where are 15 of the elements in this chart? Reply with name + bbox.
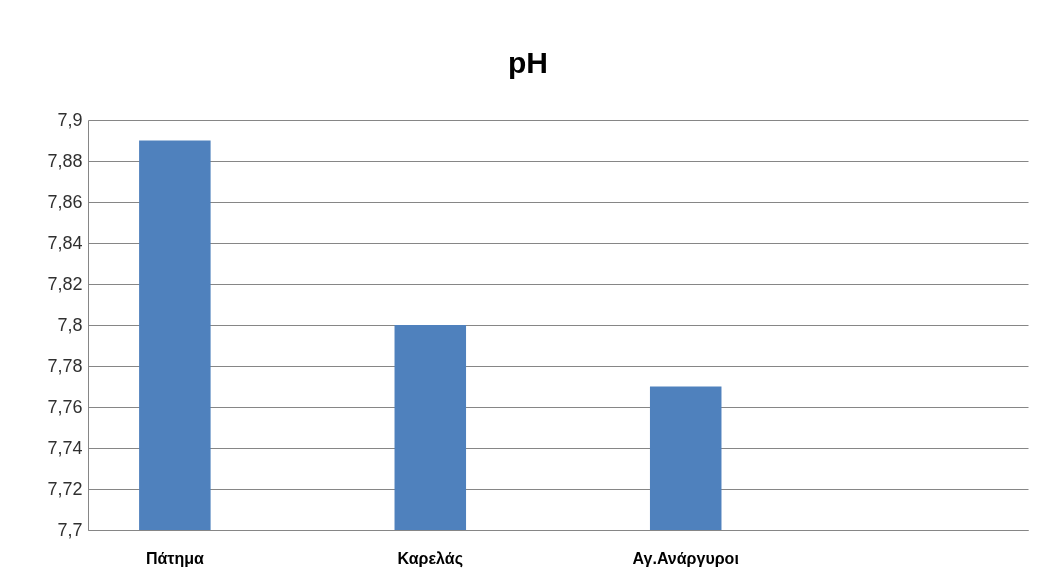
x-tick-label: Αγ.Ανάργυροι (632, 549, 739, 567)
y-tick-label: 7,88 (47, 150, 83, 171)
y-tick-label: 7,7 (57, 519, 83, 540)
y-tick-label: 7,72 (47, 478, 83, 499)
y-tick-label: 7,8 (57, 314, 83, 335)
y-tick-label: 7,74 (47, 437, 83, 458)
y-tick-label: 7,86 (47, 191, 83, 212)
y-tick-label: 7,9 (57, 109, 83, 130)
x-tick-label: Καρελάς (397, 549, 463, 568)
y-tick-label: 7,78 (47, 355, 83, 376)
chart-title: pH (508, 46, 548, 79)
y-tick-label: 7,84 (47, 232, 83, 253)
y-tick-label: 7,82 (47, 273, 83, 294)
x-tick-label: Πάτημα (145, 549, 204, 567)
y-tick-label: 7,76 (47, 396, 83, 417)
